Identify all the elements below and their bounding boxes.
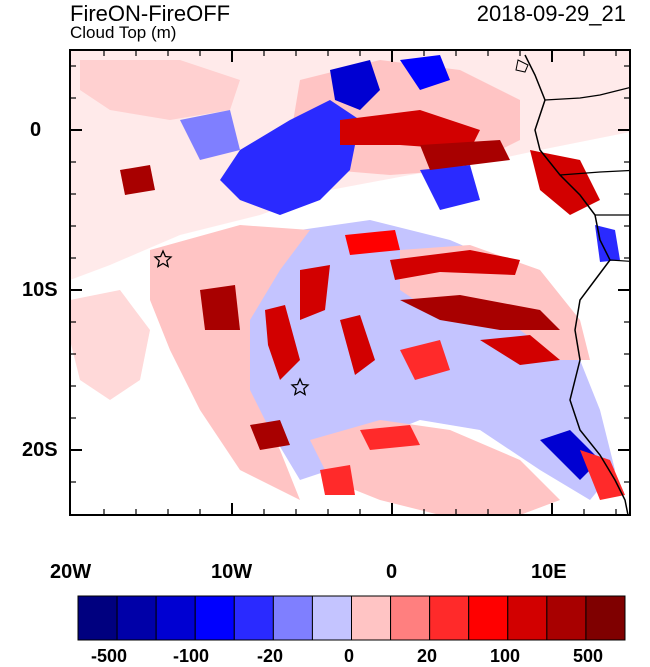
- cloud-region-red-west: [200, 285, 240, 330]
- cloud-region-blue-north2: [330, 60, 380, 110]
- cloud-region-blue-north: [220, 100, 360, 215]
- colorbar-label-0: 0: [344, 646, 355, 666]
- star-marker-south: [290, 377, 310, 396]
- coastline: [524, 54, 629, 515]
- lat-label-20s: 20S: [22, 439, 58, 461]
- map-title: FireON-FireOFF: [70, 1, 231, 26]
- cloud-region-red-streak4: [300, 265, 330, 320]
- cloud-region-blue-coast2: [595, 225, 620, 262]
- variable-subtitle: Cloud Top (m): [70, 23, 177, 42]
- axis-minor-ticks: [70, 50, 630, 515]
- cloud-region-red-northeast: [530, 150, 600, 215]
- colorbar-swatch: [390, 595, 431, 641]
- colorbar-swatch: [116, 595, 157, 641]
- axis-ticks: [70, 50, 630, 515]
- cloud-region-blue-north3: [400, 55, 450, 90]
- cloud-region-red-streak3: [400, 295, 560, 330]
- colorbar-swatch: [351, 595, 392, 641]
- lon-label-10e: 10E: [531, 561, 567, 583]
- cloud-region-red-north: [340, 110, 480, 150]
- island: [515, 59, 529, 73]
- anomaly-field: [70, 50, 630, 515]
- star-marker-north: [153, 249, 173, 268]
- lat-label-0: 0: [30, 119, 42, 141]
- colorbar-label-20: 20: [417, 646, 438, 666]
- cloud-region-pink-west-edge: [70, 290, 150, 400]
- cloud-region-red-coast: [580, 450, 625, 500]
- cloud-region-red-far-west: [120, 165, 155, 195]
- colorbar-swatch: [194, 595, 235, 641]
- cloud-region-blue-north4: [420, 165, 480, 210]
- colorbar-swatch: [468, 595, 509, 641]
- cloud-region-red-streak6: [340, 315, 375, 375]
- cloud-region-blue-northwest: [180, 110, 240, 160]
- lon-label-0: 0: [386, 561, 398, 583]
- cloud-region-red-streak1: [345, 230, 400, 255]
- colorbar-swatch: [585, 595, 626, 641]
- cloud-region-red-streak10: [360, 425, 420, 450]
- colorbar-label-100: 100: [490, 646, 521, 666]
- colorbar-label-neg100: -100: [173, 646, 210, 666]
- colorbar-swatch: [546, 595, 587, 641]
- colorbar-label-neg500: -500: [91, 646, 128, 666]
- colorbar-swatch: [429, 595, 470, 641]
- cloud-region-red-streak2: [390, 250, 520, 280]
- colorbar-swatch: [77, 595, 118, 641]
- colorbar-swatch: [155, 595, 196, 641]
- colorbar-swatch: [272, 595, 313, 641]
- cloud-region-red-streak8: [480, 335, 560, 365]
- colorbar-label-neg20: -20: [257, 646, 284, 666]
- cloud-region-blue-coast: [540, 430, 600, 480]
- colorbar-swatch: [507, 595, 548, 641]
- cloud-region-red-streak9: [250, 420, 290, 450]
- lat-label-10s: 10S: [22, 279, 58, 301]
- timestamp-label: 2018-09-29_21: [476, 1, 626, 26]
- lon-label-20w: 20W: [50, 561, 92, 583]
- land-border: [544, 86, 630, 262]
- colorbar: [77, 595, 626, 641]
- cloud-region-red-north2: [420, 140, 510, 170]
- cloud-region-red-streak5: [265, 305, 300, 380]
- cloud-region-red-streak11: [320, 465, 355, 495]
- cloud-region-pink-northwest: [80, 60, 240, 120]
- lon-label-10w: 10W: [211, 561, 253, 583]
- colorbar-label-500: 500: [573, 646, 604, 666]
- colorbar-swatch: [311, 595, 352, 641]
- map-frame: [69, 49, 631, 516]
- colorbar-swatch: [233, 595, 274, 641]
- cloud-region-red-streak7: [400, 340, 450, 380]
